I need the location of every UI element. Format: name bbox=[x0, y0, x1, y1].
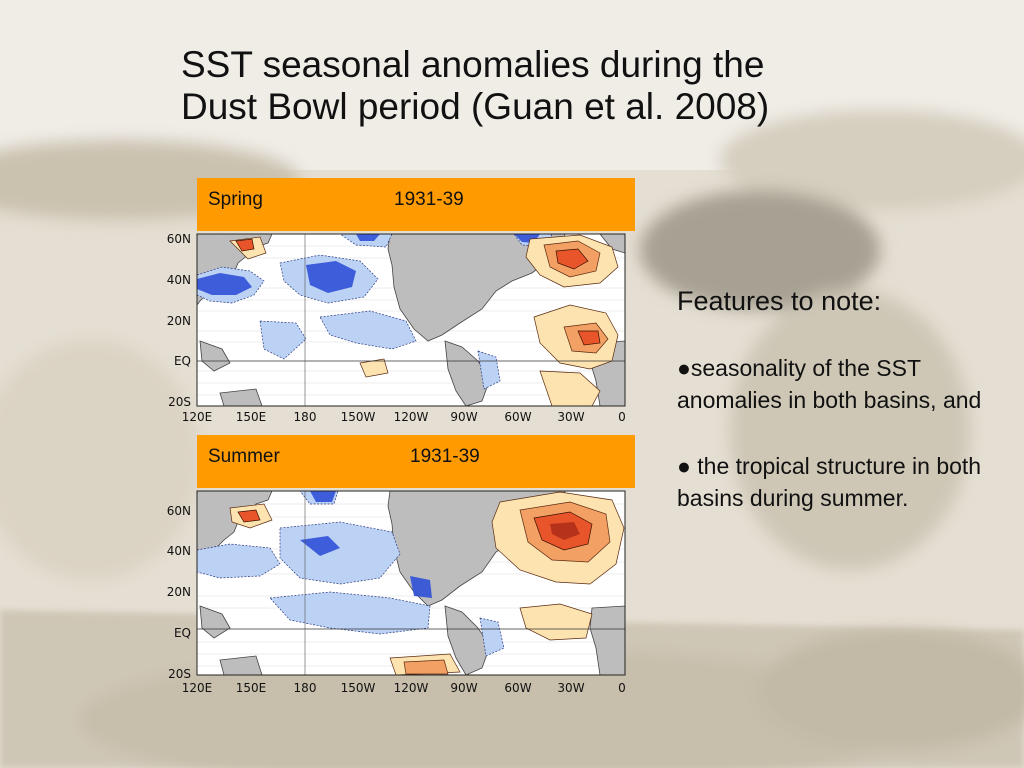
summer-sst-anomaly-map: 60N 40N 20N EQ 20S 120E 150E 180 150W 12… bbox=[167, 490, 626, 695]
lon-label: 0 bbox=[618, 410, 626, 424]
panel-years-label: 1931-39 bbox=[410, 446, 480, 467]
lon-label: 120W bbox=[394, 681, 429, 695]
lat-label: 20N bbox=[167, 585, 191, 599]
lat-label: 20S bbox=[168, 395, 191, 409]
summer-panel-header: Summer 1931-39 bbox=[197, 435, 635, 488]
lon-label: 30W bbox=[557, 681, 584, 695]
lon-label: 0 bbox=[618, 681, 626, 695]
lon-label: 150E bbox=[236, 681, 267, 695]
lat-label: EQ bbox=[174, 354, 191, 368]
lon-label: 150E bbox=[236, 410, 267, 424]
note-bullet: ●seasonality of the SST anomalies in bot… bbox=[677, 355, 982, 413]
lon-label: 180 bbox=[294, 410, 317, 424]
slide-title: SST seasonal anomalies during the Dust B… bbox=[181, 44, 901, 128]
lat-label: 20S bbox=[168, 667, 191, 681]
spring-panel-header: Spring 1931-39 bbox=[197, 178, 635, 231]
lat-label: EQ bbox=[174, 626, 191, 640]
panel-season-label: Spring bbox=[208, 189, 263, 210]
title-line-1: SST seasonal anomalies during the bbox=[181, 44, 765, 85]
lon-label: 150W bbox=[341, 681, 376, 695]
title-line-2: Dust Bowl period (Guan et al. 2008) bbox=[181, 86, 770, 127]
lon-label: 180 bbox=[294, 681, 317, 695]
lon-label: 150W bbox=[341, 410, 376, 424]
lat-label: 40N bbox=[167, 273, 191, 287]
note-bullet: ● the tropical structure in both basins … bbox=[677, 453, 982, 511]
lon-label: 120E bbox=[182, 410, 213, 424]
lon-label: 60W bbox=[504, 681, 531, 695]
notes-heading: Features to note: bbox=[677, 286, 882, 316]
panel-season-label: Summer bbox=[208, 446, 280, 467]
lon-label: 60W bbox=[504, 410, 531, 424]
panel-years-label: 1931-39 bbox=[394, 189, 464, 210]
spring-sst-anomaly-map: 60N 40N 20N EQ 20S 120E 150E 180 150W 12… bbox=[167, 232, 626, 424]
features-notes: Features to note: ●seasonality of the SS… bbox=[677, 284, 997, 548]
lon-label: 90W bbox=[450, 410, 477, 424]
lon-label: 90W bbox=[450, 681, 477, 695]
lat-label: 40N bbox=[167, 544, 191, 558]
lat-label: 60N bbox=[167, 232, 191, 246]
lat-label: 20N bbox=[167, 314, 191, 328]
lon-label: 120E bbox=[182, 681, 213, 695]
lon-label: 120W bbox=[394, 410, 429, 424]
lon-label: 30W bbox=[557, 410, 584, 424]
lat-label: 60N bbox=[167, 504, 191, 518]
